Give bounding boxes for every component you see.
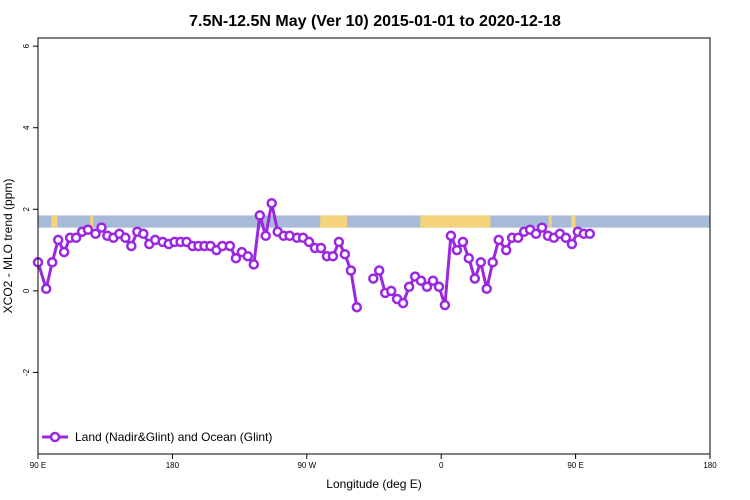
- data-point: [421, 281, 433, 293]
- data-point: [469, 273, 481, 284]
- data-point: [315, 242, 327, 254]
- data-point: [368, 273, 379, 284]
- data-point: [40, 283, 52, 295]
- data-point: [512, 232, 524, 244]
- x-axis-label: Longitude (deg E): [326, 477, 421, 491]
- data-point: [385, 285, 397, 297]
- series-layer: [32, 197, 596, 313]
- x-tick-label: 180: [166, 461, 180, 470]
- land-patch: [420, 215, 491, 228]
- data-point: [433, 281, 445, 293]
- legend: Land (Nadir&Glint) and Ocean (Glint): [42, 430, 272, 444]
- data-point: [427, 275, 439, 286]
- data-point: [457, 236, 469, 248]
- y-axis-label: XCO2 - MLO trend (ppm): [1, 179, 15, 314]
- data-point: [303, 236, 315, 248]
- y-tick-label: -2: [22, 368, 31, 376]
- y-tick-label: 0: [22, 288, 31, 293]
- data-point: [96, 222, 107, 233]
- data-point: [500, 244, 512, 256]
- data-point: [333, 236, 345, 248]
- data-point: [536, 222, 548, 233]
- data-point: [339, 248, 351, 260]
- data-point: [90, 228, 101, 240]
- data-point: [493, 234, 504, 246]
- land-patch: [51, 215, 58, 228]
- data-point: [415, 275, 427, 286]
- land-patch: [320, 215, 348, 228]
- data-point: [242, 250, 254, 262]
- data-point: [58, 246, 70, 258]
- y-axis: -2 0 2 4 6: [22, 43, 38, 376]
- data-point: [248, 259, 260, 270]
- y-tick-label: 6: [22, 43, 31, 48]
- data-point: [138, 228, 149, 240]
- data-point: [254, 210, 266, 221]
- land-patch: [571, 215, 576, 228]
- data-point: [487, 257, 498, 268]
- data-point: [530, 228, 542, 240]
- data-point: [584, 228, 596, 240]
- plot-frame: [37, 37, 711, 455]
- data-point: [345, 265, 357, 276]
- data-point: [82, 224, 94, 235]
- data-point: [266, 197, 277, 209]
- data-point: [46, 257, 58, 268]
- data-point: [224, 240, 236, 252]
- chart-title: 7.5N-12.5N May (Ver 10) 2015-01-01 to 20…: [189, 13, 561, 30]
- data-point: [126, 240, 137, 252]
- x-tick-label: 90 E: [567, 461, 583, 470]
- data-point: [52, 234, 64, 246]
- legend-marker: [49, 431, 61, 443]
- data-point: [230, 252, 242, 264]
- data-point: [403, 281, 415, 293]
- x-tick-label: 90 E: [30, 461, 46, 470]
- data-point: [70, 232, 82, 244]
- land-ocean-band: [38, 215, 710, 228]
- data-point: [397, 297, 409, 309]
- data-point: [475, 257, 487, 268]
- data-point: [373, 265, 385, 276]
- y-tick-label: 4: [22, 125, 31, 130]
- data-point: [439, 299, 451, 311]
- x-tick-label: 180: [703, 461, 717, 470]
- data-point: [120, 232, 131, 244]
- x-axis: 90 E 180 90 W 0 90 E 180: [30, 454, 717, 470]
- land-patch: [90, 215, 94, 228]
- data-point: [351, 301, 363, 313]
- x-tick-label: 90 W: [297, 461, 316, 470]
- ocean-band: [38, 215, 710, 228]
- y-tick-label: 2: [22, 207, 31, 212]
- legend-label: Land (Nadir&Glint) and Ocean (Glint): [75, 430, 272, 444]
- x-tick-label: 0: [439, 461, 444, 470]
- data-point: [260, 230, 271, 242]
- data-point: [463, 252, 475, 264]
- data-point: [445, 230, 457, 242]
- data-point: [327, 250, 339, 262]
- data-point: [566, 238, 578, 250]
- data-point: [451, 244, 463, 256]
- land-patch: [548, 215, 552, 228]
- data-point: [481, 283, 492, 295]
- data-point: [560, 232, 572, 244]
